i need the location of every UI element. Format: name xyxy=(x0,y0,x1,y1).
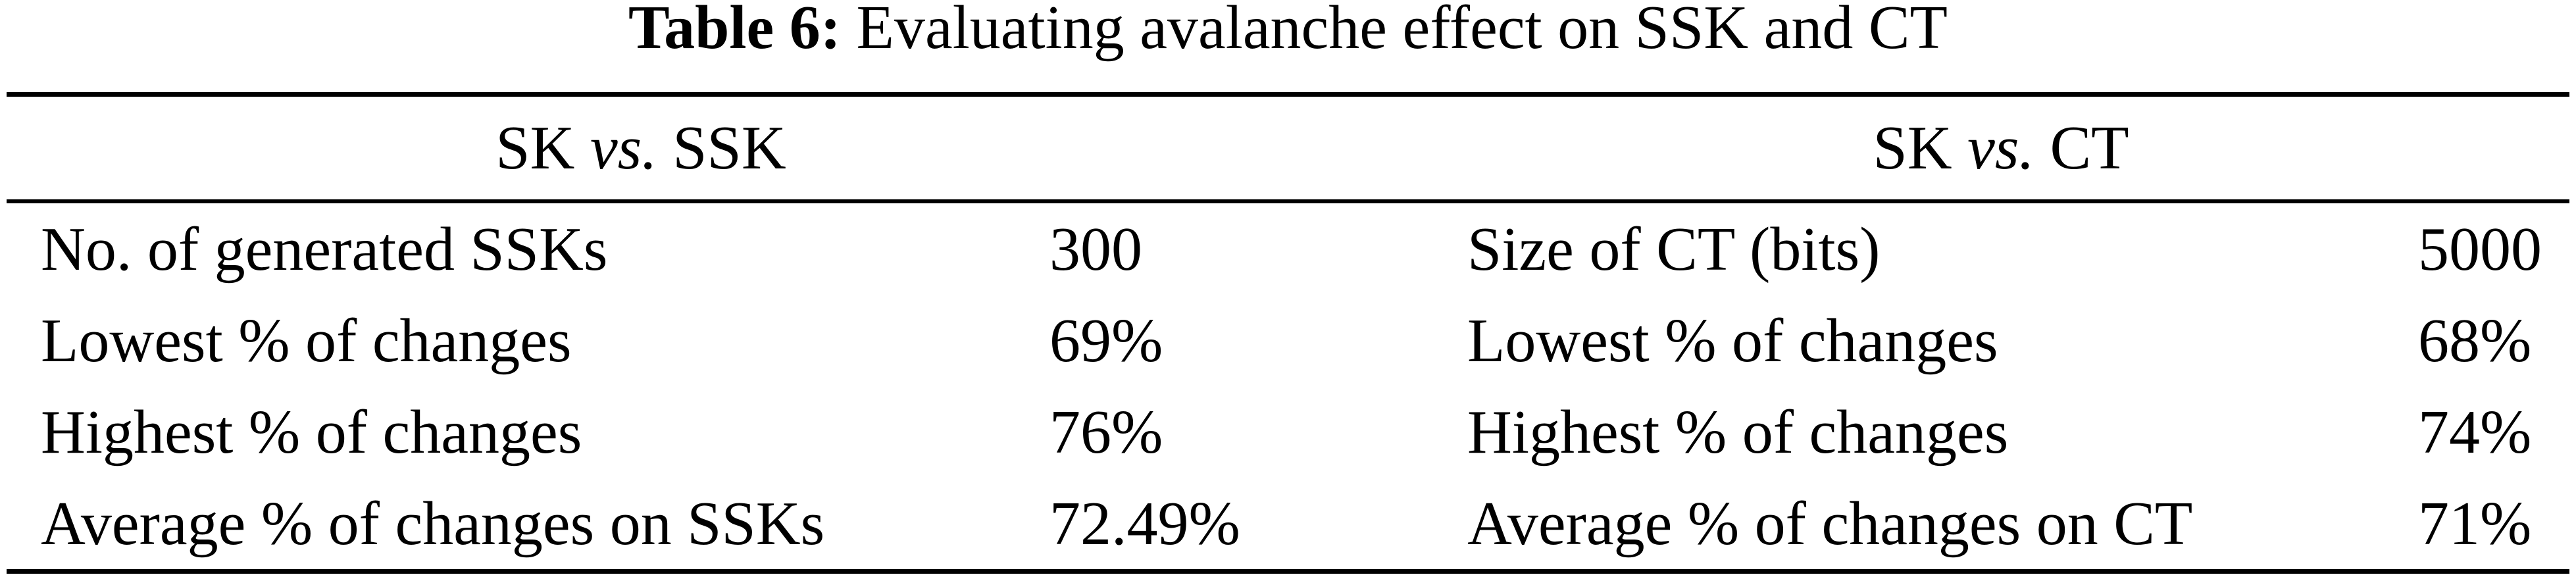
row-label-left: Average % of changes on SSKs xyxy=(41,489,825,558)
table-row: Highest % of changes 76% Highest % of ch… xyxy=(7,386,2569,478)
row-value-left: 72.49% xyxy=(1049,489,1240,558)
row-label-left: Lowest % of changes xyxy=(41,306,572,375)
group-right-pre: SK xyxy=(1873,114,1952,182)
row-label-right: Highest % of changes xyxy=(1467,397,2009,466)
row-value-right: 5000 xyxy=(2418,214,2542,284)
row-label-right: Size of CT (bits) xyxy=(1467,214,1881,284)
column-group-sk-vs-ssk: SK vs. SSK xyxy=(7,94,1275,203)
group-left-pre: SK xyxy=(495,114,575,182)
table-caption-number: Table 6: xyxy=(628,0,842,62)
row-value-right: 71% xyxy=(2418,489,2532,558)
table-caption-text: Evaluating avalanche effect on SSK and C… xyxy=(856,0,1948,62)
table-row: Average % of changes on SSKs 72.49% Aver… xyxy=(7,478,2569,572)
column-gap xyxy=(1275,201,1432,295)
avalanche-effect-table: SK vs. SSK SK vs. CT No. of generated SS… xyxy=(7,92,2570,574)
row-label-left: Highest % of changes xyxy=(41,397,582,466)
row-label-left: No. of generated SSKs xyxy=(41,214,608,284)
column-gap xyxy=(1275,94,1432,203)
column-gap xyxy=(1275,478,1432,572)
row-value-right: 74% xyxy=(2418,397,2532,466)
row-value-right: 68% xyxy=(2418,306,2532,375)
row-value-left: 300 xyxy=(1049,214,1142,284)
row-value-left: 69% xyxy=(1049,306,1163,375)
group-right-vs: vs. xyxy=(1967,114,2034,182)
table-caption: Table 6: Evaluating avalanche effect on … xyxy=(0,0,2576,61)
group-left-vs: vs. xyxy=(590,114,657,182)
table-row: Lowest % of changes 69% Lowest % of chan… xyxy=(7,295,2569,386)
row-label-right: Average % of changes on CT xyxy=(1467,489,2193,558)
row-value-left: 76% xyxy=(1049,397,1163,466)
column-gap xyxy=(1275,295,1432,386)
column-group-header-row: SK vs. SSK SK vs. CT xyxy=(7,94,2570,203)
group-right-post: CT xyxy=(2050,114,2129,182)
column-gap xyxy=(1275,386,1432,478)
column-group-sk-vs-ct: SK vs. CT xyxy=(1432,94,2570,203)
row-label-right: Lowest % of changes xyxy=(1467,306,1998,375)
table-row: No. of generated SSKs 300 Size of CT (bi… xyxy=(7,201,2569,295)
group-left-post: SSK xyxy=(672,114,786,182)
